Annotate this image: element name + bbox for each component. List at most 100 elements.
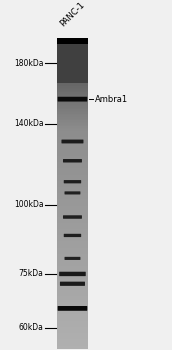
- Text: 100kDa: 100kDa: [14, 200, 44, 209]
- Bar: [57, 214, 88, 215]
- Bar: [57, 238, 88, 240]
- Bar: [57, 219, 88, 221]
- Bar: [57, 140, 88, 142]
- Bar: [57, 165, 88, 167]
- Bar: [57, 77, 88, 78]
- Bar: [57, 260, 88, 261]
- Bar: [57, 187, 88, 189]
- Bar: [57, 263, 88, 265]
- Bar: [57, 199, 88, 201]
- Bar: [57, 49, 88, 50]
- Bar: [57, 91, 88, 92]
- Bar: [57, 172, 88, 173]
- Bar: [57, 72, 88, 74]
- Bar: [57, 130, 88, 131]
- Bar: [57, 328, 88, 330]
- Bar: [57, 319, 88, 321]
- Bar: [57, 268, 88, 270]
- Bar: [57, 206, 88, 207]
- Bar: [57, 142, 88, 143]
- Bar: [57, 151, 88, 153]
- Bar: [57, 217, 88, 218]
- Bar: [57, 95, 88, 97]
- Bar: [57, 204, 88, 206]
- Bar: [57, 245, 88, 246]
- Bar: [57, 154, 88, 156]
- Bar: [57, 233, 88, 235]
- Bar: [57, 70, 88, 72]
- Bar: [57, 207, 88, 209]
- Bar: [57, 314, 88, 316]
- Bar: [57, 75, 88, 77]
- Bar: [57, 296, 88, 297]
- Bar: [57, 128, 88, 130]
- Bar: [57, 201, 88, 203]
- FancyBboxPatch shape: [60, 282, 85, 286]
- Bar: [57, 69, 88, 70]
- Bar: [57, 193, 88, 195]
- Bar: [57, 335, 88, 336]
- Bar: [57, 133, 88, 134]
- Bar: [57, 94, 88, 95]
- Bar: [57, 266, 88, 268]
- Bar: [57, 61, 88, 63]
- Bar: [57, 139, 88, 140]
- Bar: [57, 310, 88, 311]
- Bar: [57, 159, 88, 161]
- Bar: [57, 186, 88, 187]
- Bar: [57, 311, 88, 313]
- Bar: [57, 226, 88, 228]
- Bar: [57, 345, 88, 347]
- Bar: [57, 126, 88, 128]
- Bar: [57, 86, 88, 88]
- Bar: [57, 325, 88, 327]
- FancyBboxPatch shape: [59, 272, 86, 276]
- Bar: [57, 195, 88, 196]
- Bar: [57, 106, 88, 108]
- Bar: [57, 265, 88, 266]
- Bar: [57, 338, 88, 339]
- Bar: [57, 293, 88, 294]
- Bar: [57, 327, 88, 328]
- Bar: [57, 341, 88, 342]
- Bar: [57, 322, 88, 324]
- Bar: [57, 173, 88, 175]
- Bar: [57, 231, 88, 232]
- Bar: [57, 209, 88, 210]
- Bar: [57, 285, 88, 286]
- Bar: [57, 229, 88, 231]
- FancyBboxPatch shape: [64, 257, 80, 260]
- Text: 180kDa: 180kDa: [14, 59, 44, 68]
- Bar: [57, 232, 88, 233]
- Bar: [57, 212, 88, 214]
- Bar: [57, 44, 88, 46]
- Bar: [57, 284, 88, 285]
- Text: Ambra1: Ambra1: [94, 94, 128, 104]
- Bar: [57, 137, 88, 139]
- Bar: [57, 272, 88, 274]
- Bar: [57, 297, 88, 299]
- Bar: [57, 167, 88, 168]
- Bar: [57, 251, 88, 252]
- Bar: [57, 60, 88, 61]
- Bar: [57, 98, 88, 100]
- Bar: [57, 235, 88, 237]
- Bar: [57, 203, 88, 204]
- Bar: [57, 258, 88, 260]
- Bar: [57, 288, 88, 289]
- Bar: [57, 254, 88, 256]
- Bar: [57, 223, 88, 224]
- Bar: [57, 256, 88, 257]
- Bar: [57, 63, 88, 64]
- Bar: [57, 162, 88, 164]
- Bar: [57, 100, 88, 102]
- Bar: [57, 237, 88, 238]
- Bar: [57, 42, 88, 44]
- Bar: [57, 313, 88, 314]
- Bar: [57, 241, 88, 243]
- Bar: [57, 112, 88, 114]
- Bar: [57, 175, 88, 176]
- Bar: [57, 109, 88, 111]
- Bar: [57, 243, 88, 245]
- Bar: [57, 289, 88, 291]
